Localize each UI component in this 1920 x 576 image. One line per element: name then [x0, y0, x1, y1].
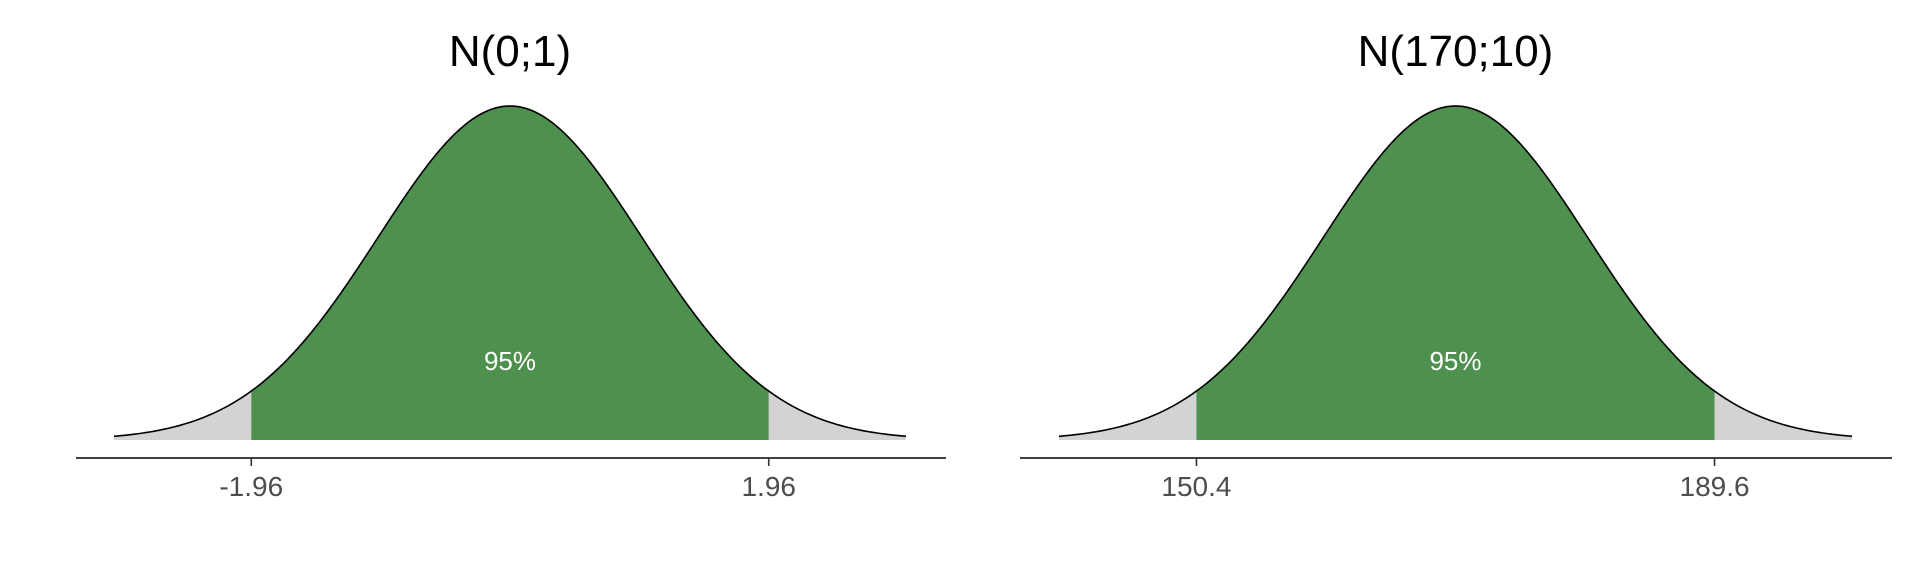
interval-percent-label: 95% [484, 346, 536, 376]
x-tick-label: 1.96 [741, 471, 796, 502]
chart-panel-2: 150.4 189.6 95% N(170;10) [1020, 27, 1892, 502]
central-area [251, 106, 769, 440]
chart-panel-1: -1.96 1.96 95% N(0;1) [76, 27, 946, 502]
chart-title: N(170;10) [1358, 27, 1554, 76]
x-tick-label: 189.6 [1680, 471, 1750, 502]
central-area [1196, 106, 1715, 440]
right-tail-area [1714, 391, 1852, 440]
x-tick-label: -1.96 [219, 471, 283, 502]
interval-percent-label: 95% [1429, 346, 1481, 376]
density-curve [113, 105, 907, 438]
left-tail-area [1059, 391, 1197, 440]
density-curve [1058, 105, 1853, 438]
left-tail-area [114, 391, 252, 440]
x-tick-label: 150.4 [1161, 471, 1231, 502]
chart-title: N(0;1) [449, 27, 571, 76]
right-tail-area [768, 391, 906, 440]
